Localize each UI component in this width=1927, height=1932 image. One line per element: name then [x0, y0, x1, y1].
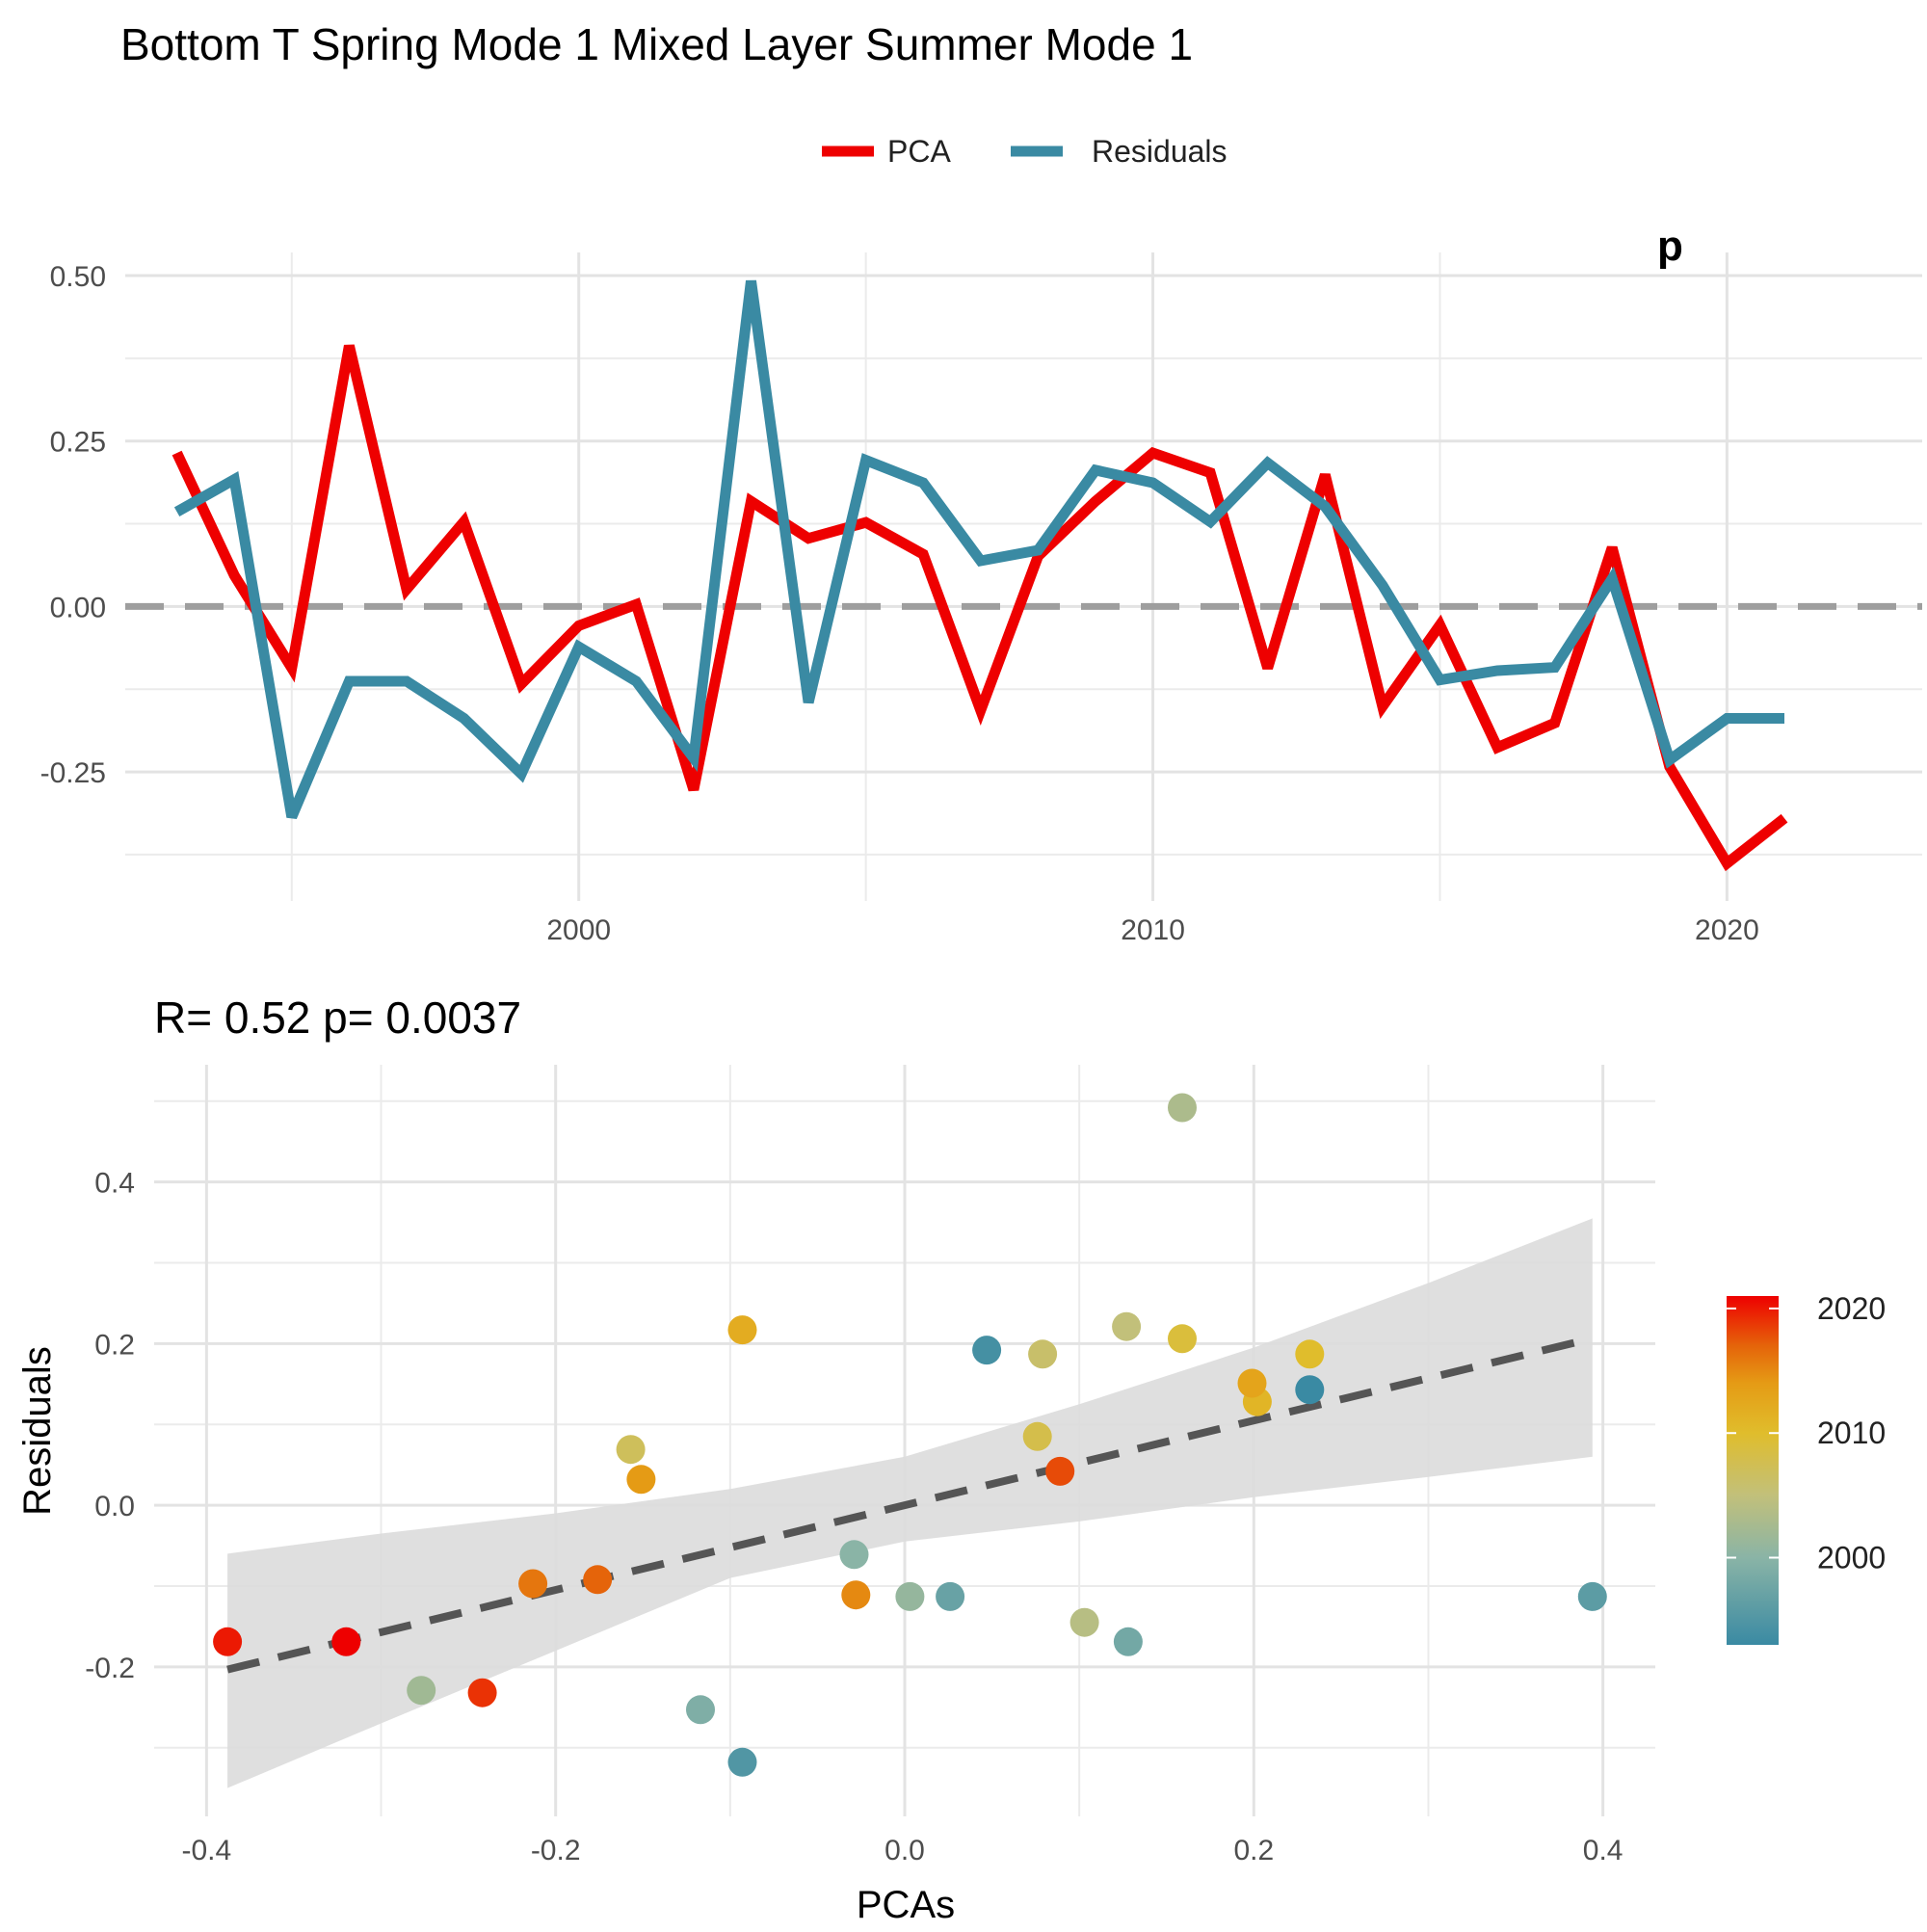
y-tick-label: -0.25 — [40, 757, 106, 789]
scatter-point — [1168, 1093, 1197, 1123]
timeseries-y-tick-labels: 0.50 0.25 0.00 -0.25 — [40, 261, 106, 789]
y-tick-label: 0.4 — [94, 1168, 135, 1200]
scatter-point — [839, 1540, 869, 1570]
colorbar-tick-label: 2020 — [1817, 1291, 1886, 1326]
scatter-point — [626, 1465, 656, 1495]
timeseries-series — [172, 279, 1788, 872]
scatter-points — [213, 1093, 1607, 1777]
x-tick-label: 2010 — [1121, 914, 1185, 946]
scatter-point — [841, 1580, 871, 1610]
scatter-panel: R= 0.52 p= 0.0037 0.4 0.2 0.0 -0.2 -0.4 -0.2… — [16, 992, 1655, 1926]
scatter-point — [1168, 1324, 1197, 1354]
scatter-point — [1295, 1339, 1325, 1369]
timeseries-panel: 0.50 0.25 0.00 -0.25 2000 2010 2020 p — [40, 223, 1922, 946]
scatter-point — [1295, 1375, 1325, 1405]
corner-label: p — [1657, 223, 1683, 270]
scatter-point — [1237, 1368, 1267, 1398]
scatter-point — [1045, 1456, 1075, 1486]
x-tick-label: 2020 — [1695, 914, 1759, 946]
scatter-point — [1577, 1581, 1607, 1611]
y-tick-label: 0.2 — [94, 1329, 135, 1361]
colorbar-tick-label: 2010 — [1817, 1416, 1886, 1450]
x-axis-label: PCAs — [857, 1884, 955, 1926]
y-tick-label: 0.25 — [50, 427, 106, 459]
series-line-residuals — [173, 279, 1784, 819]
legend-label-residuals: Residuals — [1092, 134, 1227, 169]
legend: PCA Residuals — [822, 134, 1227, 169]
scatter-point — [1069, 1607, 1099, 1637]
legend-label-pca: PCA — [887, 134, 951, 169]
y-tick-label: 0.0 — [94, 1491, 135, 1522]
scatter-point — [936, 1581, 965, 1611]
scatter-point — [1028, 1339, 1058, 1369]
scatter-point — [583, 1565, 613, 1595]
colorbar-tick-label: 2000 — [1817, 1541, 1886, 1575]
x-tick-label: 0.0 — [884, 1835, 925, 1866]
y-tick-label: 0.00 — [50, 592, 106, 623]
scatter-y-tick-labels: 0.4 0.2 0.0 -0.2 — [85, 1168, 135, 1684]
regression-line — [226, 1335, 1594, 1674]
scatter-point — [972, 1336, 1002, 1365]
colorbar-ticks: 2000 2010 2020 — [1727, 1291, 1886, 1575]
scatter-point — [1022, 1421, 1052, 1451]
figure-title: Bottom T Spring Mode 1 Mixed Layer Summe… — [120, 19, 1193, 69]
y-tick-label: 0.50 — [50, 261, 106, 293]
scatter-point — [616, 1435, 646, 1465]
timeseries-grid — [125, 252, 1922, 901]
x-tick-label: -0.2 — [531, 1835, 581, 1866]
x-tick-label: 2000 — [546, 914, 611, 946]
timeseries-x-tick-labels: 2000 2010 2020 — [546, 914, 1758, 946]
scatter-title: R= 0.52 p= 0.0037 — [154, 992, 521, 1043]
x-tick-label: 0.4 — [1583, 1835, 1623, 1866]
y-axis-label: Residuals — [16, 1346, 59, 1516]
scatter-point — [518, 1569, 548, 1599]
scatter-point — [407, 1676, 436, 1706]
scatter-point — [1113, 1627, 1143, 1656]
y-tick-label: -0.2 — [85, 1653, 135, 1684]
colorbar — [1727, 1296, 1779, 1645]
scatter-point — [686, 1695, 715, 1725]
x-tick-label: -0.4 — [181, 1835, 231, 1866]
series-line-pca — [172, 344, 1788, 872]
scatter-x-tick-labels: -0.4 -0.2 0.0 0.2 0.4 — [181, 1835, 1623, 1866]
x-tick-label: 0.2 — [1233, 1835, 1274, 1866]
scatter-point — [895, 1581, 925, 1611]
scatter-point — [727, 1315, 757, 1345]
scatter-point — [213, 1627, 243, 1656]
scatter-point — [467, 1678, 497, 1707]
scatter-point — [727, 1747, 757, 1777]
scatter-point — [1112, 1311, 1142, 1341]
color-scale-legend: 2000 2010 2020 — [1727, 1291, 1886, 1645]
scatter-point — [331, 1627, 361, 1656]
